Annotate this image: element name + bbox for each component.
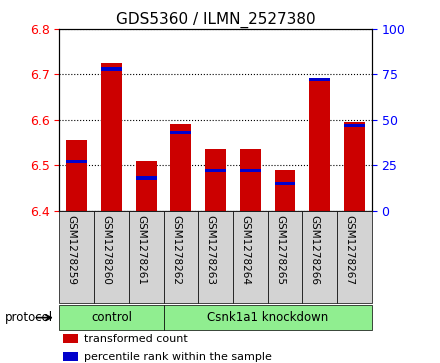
- Bar: [275, 182, 295, 185]
- Bar: [101, 68, 122, 71]
- FancyBboxPatch shape: [233, 211, 268, 303]
- Bar: [309, 81, 330, 211]
- FancyBboxPatch shape: [198, 211, 233, 303]
- Text: transformed count: transformed count: [84, 334, 188, 344]
- Bar: [66, 160, 87, 163]
- Text: Csnk1a1 knockdown: Csnk1a1 knockdown: [207, 311, 328, 324]
- FancyBboxPatch shape: [129, 211, 164, 303]
- FancyBboxPatch shape: [59, 211, 94, 303]
- FancyBboxPatch shape: [164, 211, 198, 303]
- FancyBboxPatch shape: [302, 211, 337, 303]
- FancyBboxPatch shape: [164, 305, 372, 330]
- Text: GSM1278266: GSM1278266: [310, 215, 320, 285]
- Text: GSM1278261: GSM1278261: [136, 215, 146, 285]
- Text: GSM1278259: GSM1278259: [67, 215, 77, 285]
- Title: GDS5360 / ILMN_2527380: GDS5360 / ILMN_2527380: [116, 12, 315, 28]
- Text: protocol: protocol: [4, 311, 52, 324]
- Bar: [240, 149, 261, 211]
- Text: GSM1278262: GSM1278262: [171, 215, 181, 285]
- Bar: [205, 169, 226, 172]
- Bar: [170, 131, 191, 134]
- Text: GSM1278264: GSM1278264: [240, 215, 250, 285]
- Bar: [309, 78, 330, 82]
- Bar: [136, 161, 157, 211]
- Text: GSM1278263: GSM1278263: [205, 215, 216, 285]
- Bar: [101, 63, 122, 211]
- FancyBboxPatch shape: [268, 211, 302, 303]
- Bar: [344, 123, 365, 127]
- Bar: [205, 149, 226, 211]
- Bar: [66, 140, 87, 211]
- FancyBboxPatch shape: [59, 305, 164, 330]
- Text: GSM1278267: GSM1278267: [345, 215, 355, 285]
- Bar: [275, 170, 295, 211]
- FancyBboxPatch shape: [337, 211, 372, 303]
- Bar: [344, 122, 365, 211]
- Text: percentile rank within the sample: percentile rank within the sample: [84, 352, 272, 362]
- Text: GSM1278265: GSM1278265: [275, 215, 285, 285]
- Bar: [62, 352, 78, 361]
- Bar: [136, 176, 157, 179]
- Bar: [240, 169, 261, 172]
- FancyBboxPatch shape: [94, 211, 129, 303]
- Bar: [170, 125, 191, 211]
- Text: GSM1278260: GSM1278260: [102, 215, 111, 285]
- Bar: [62, 334, 78, 343]
- Text: control: control: [91, 311, 132, 324]
